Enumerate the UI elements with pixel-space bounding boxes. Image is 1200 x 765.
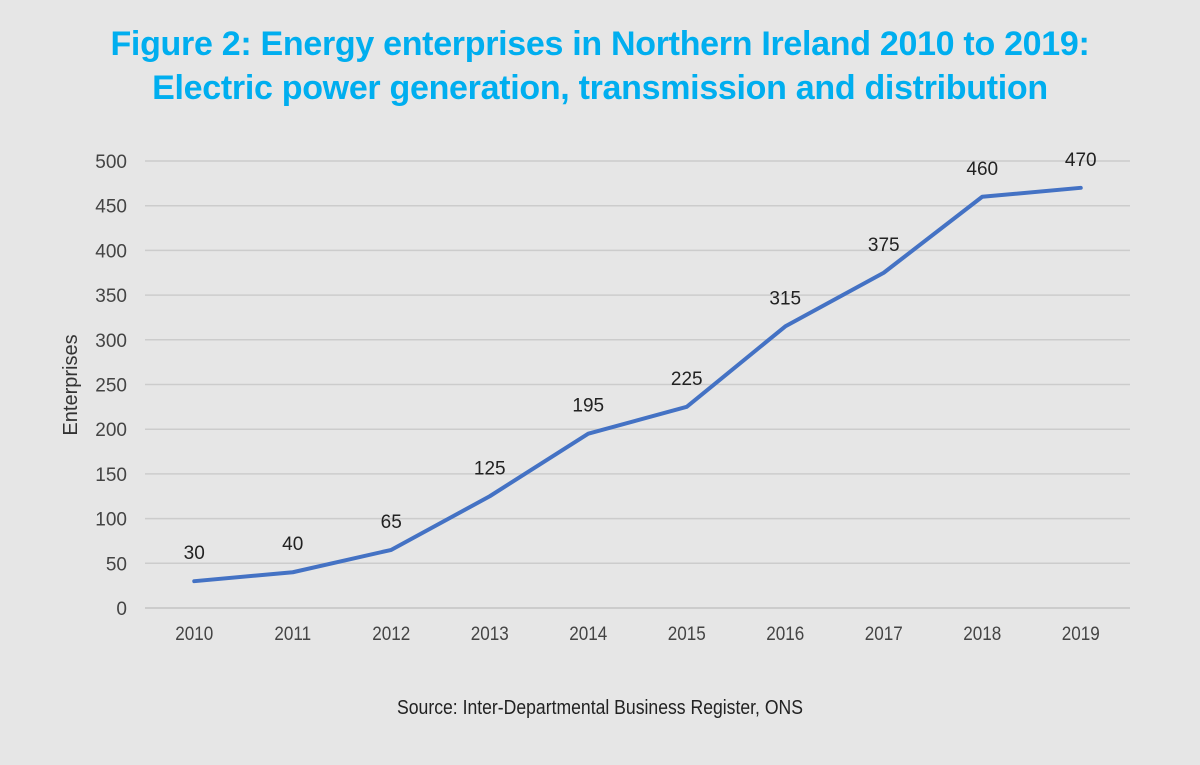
- y-tick-label: 150: [95, 465, 127, 486]
- data-label: 470: [1065, 150, 1097, 171]
- series-line: [192, 185, 1083, 584]
- chart-subtitle: Electric power generation, transmission …: [152, 69, 1048, 107]
- x-tick-label: 2013: [471, 623, 509, 644]
- y-tick-label: 100: [95, 510, 127, 531]
- data-label: 125: [474, 458, 506, 479]
- data-labels: 30 40 65 125 195 225 315 375 460 470: [184, 150, 1097, 564]
- chart-title: Figure 2: Energy enterprises in Northern…: [0, 22, 1200, 110]
- y-tick-label: 350: [95, 286, 127, 307]
- y-tick-label: 400: [95, 241, 127, 262]
- x-tick-label: 2016: [766, 623, 804, 644]
- y-tick-labels: 0 50 100 150 200 250 300 350 400 450 500: [95, 152, 127, 620]
- data-label: 460: [966, 159, 998, 180]
- data-label: 225: [671, 369, 703, 390]
- data-label: 65: [381, 512, 402, 533]
- y-tick-label: 200: [95, 420, 127, 441]
- x-tick-label: 2019: [1062, 623, 1100, 644]
- y-tick-label: 0: [116, 599, 127, 620]
- data-label: 195: [572, 396, 604, 417]
- data-label: 375: [868, 235, 900, 256]
- series-enterprises: [192, 185, 1083, 584]
- data-label: 315: [769, 288, 801, 309]
- y-axis-label: Enterprises: [60, 334, 82, 435]
- x-tick-labels: 2010 2011 2012 2013 2014 2015 2016 2017 2018 2019: [175, 623, 1100, 644]
- source-note: Source: Inter-Departmental Business Regi…: [397, 697, 803, 719]
- y-tick-label: 50: [106, 554, 127, 575]
- x-tick-label: 2010: [175, 623, 213, 644]
- chart-title-line-1: Figure 2: Energy enterprises in Northern…: [110, 25, 1090, 63]
- x-tick-label: 2012: [372, 623, 410, 644]
- gridlines: [145, 160, 1130, 609]
- y-tick-label: 250: [95, 376, 127, 397]
- x-tick-label: 2014: [569, 623, 607, 644]
- x-tick-label: 2011: [274, 623, 311, 644]
- y-tick-label: 500: [95, 152, 127, 173]
- x-tick-label: 2015: [668, 623, 706, 644]
- y-tick-label: 450: [95, 197, 127, 218]
- data-label: 40: [282, 534, 303, 555]
- data-label: 30: [184, 543, 205, 564]
- y-tick-label: 300: [95, 331, 127, 352]
- x-tick-label: 2017: [865, 623, 903, 644]
- x-tick-label: 2018: [963, 623, 1001, 644]
